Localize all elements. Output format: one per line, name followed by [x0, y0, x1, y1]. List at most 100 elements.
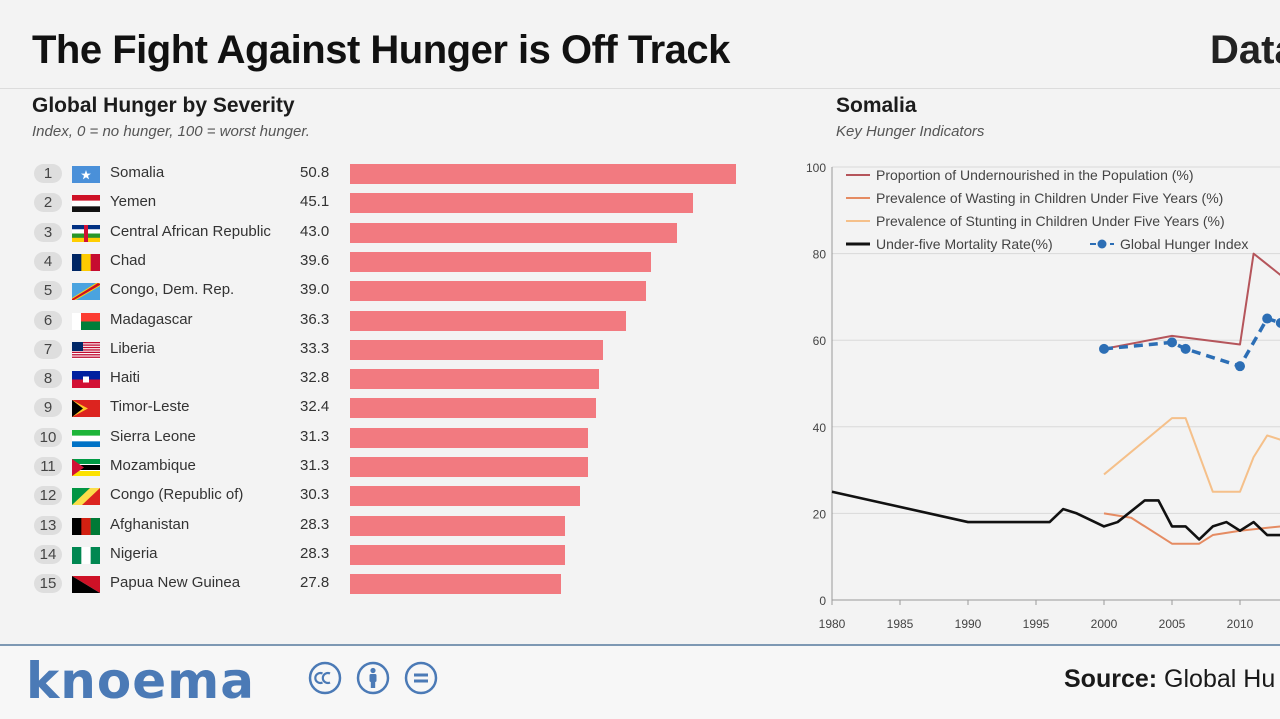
bar — [350, 251, 651, 272]
x-tick-label: 1990 — [955, 617, 982, 631]
country-label: Liberia — [110, 339, 156, 357]
value-label: 32.4 — [300, 398, 330, 416]
footer — [0, 646, 1280, 719]
bar-row: 10 Sierra Leone 31.3 — [32, 424, 752, 450]
country-flag-icon — [72, 400, 100, 418]
source-label: Source: — [1064, 665, 1158, 693]
bar — [350, 222, 677, 243]
country-flag-icon — [72, 224, 100, 242]
country-flag-icon — [72, 341, 100, 359]
country-flag-icon — [72, 488, 100, 506]
rank-badge: 5 — [34, 281, 62, 301]
rank-badge: 6 — [34, 310, 62, 330]
legend-label: Under-five Mortality Rate(%) — [876, 236, 1053, 252]
value-label: 50.8 — [300, 164, 330, 181]
country-label: Sierra Leone — [110, 427, 196, 445]
country-flag-icon — [72, 253, 101, 271]
rank-badge: 8 — [34, 369, 62, 389]
bar-row: 8 Haiti 32.8 — [32, 365, 752, 391]
source-credit: Source: Global Hu — [1064, 665, 1275, 694]
bar — [350, 281, 647, 302]
y-tick-label: 60 — [813, 334, 827, 348]
bar-row: 6 Madagascar 36.3 — [32, 307, 752, 333]
rank-badge: 1 — [34, 164, 62, 183]
rank-badge: 9 — [34, 398, 62, 418]
y-tick-label: 80 — [813, 248, 827, 262]
bar-row: 5 Congo, Dem. Rep. 39.0 — [32, 277, 752, 303]
creative-commons-icon[interactable] — [308, 661, 342, 695]
value-label: 36.3 — [300, 310, 330, 328]
country-label: Afghanistan — [110, 515, 190, 533]
left-chart-note: Index, 0 = no hunger, 100 = worst hunger… — [32, 123, 310, 140]
title-divider — [0, 88, 1280, 89]
series-line — [1103, 252, 1280, 350]
knoema-logo[interactable]: knoema — [26, 652, 255, 710]
country-flag-icon — [72, 546, 101, 564]
country-flag-icon — [72, 517, 101, 535]
country-label: Papua New Guinea — [110, 574, 241, 592]
attribution-icon[interactable] — [356, 661, 390, 695]
data-point — [1235, 361, 1245, 372]
right-chart-note: Key Hunger Indicators — [836, 123, 985, 140]
value-label: 28.3 — [300, 544, 330, 562]
legend-marker — [1097, 239, 1107, 249]
bar — [350, 574, 562, 595]
country-label: Central African Republic — [110, 222, 271, 240]
x-tick-label: 1980 — [819, 617, 846, 631]
value-label: 30.3 — [300, 486, 330, 504]
bar-row: 12 Congo (Republic of) 30.3 — [32, 482, 752, 508]
bar-row: 13 Afghanistan 28.3 — [32, 512, 752, 538]
country-flag-icon — [72, 459, 100, 476]
data-point — [1099, 343, 1109, 354]
page-title: The Fight Against Hunger is Off Track — [32, 28, 730, 72]
source-text: Global Hu — [1164, 665, 1276, 693]
x-tick-label: 2005 — [1159, 617, 1186, 631]
country-label: Timor-Leste — [110, 398, 190, 416]
footer-divider — [0, 644, 1280, 646]
value-label: 27.8 — [300, 574, 330, 592]
bar-row: 14 Nigeria 28.3 — [32, 541, 752, 567]
country-label: Haiti — [110, 369, 141, 387]
rank-badge: 4 — [34, 251, 62, 271]
country-flag-icon — [72, 195, 100, 213]
series-line — [831, 490, 1280, 541]
rank-badge: 3 — [34, 222, 62, 242]
bar — [350, 486, 581, 507]
rank-badge: 7 — [34, 339, 62, 359]
country-label: Congo, Dem. Rep. — [110, 281, 235, 299]
data-point — [1180, 343, 1191, 354]
data-point — [1262, 313, 1273, 324]
x-tick-label: 1995 — [1023, 617, 1050, 631]
y-tick-label: 20 — [813, 507, 827, 521]
bar — [350, 398, 597, 419]
rank-badge: 11 — [34, 457, 62, 476]
country-flag-icon — [72, 576, 100, 594]
bar — [350, 310, 626, 331]
bar-row: 15 Papua New Guinea 27.8 — [32, 570, 752, 596]
right-chart-title: Somalia — [836, 94, 917, 117]
data-point — [1275, 317, 1280, 328]
bar — [350, 544, 566, 565]
value-label: 28.3 — [300, 515, 330, 533]
legend-label: Proportion of Undernourished in the Popu… — [876, 167, 1194, 183]
country-label: Chad — [110, 251, 146, 269]
bar-row: 7 Liberia 33.3 — [32, 336, 752, 362]
x-tick-label: 2010 — [1227, 617, 1254, 631]
rank-badge: 12 — [34, 486, 62, 506]
value-label: 33.3 — [300, 339, 330, 357]
legend-label: Prevalence of Wasting in Children Under … — [876, 190, 1223, 206]
bar — [350, 339, 604, 360]
country-flag-icon — [72, 166, 100, 183]
data-point — [1167, 337, 1177, 348]
bar — [350, 193, 693, 214]
country-flag-icon — [72, 371, 100, 389]
bar-row: 4 Chad 39.6 — [32, 248, 752, 274]
country-label: Madagascar — [110, 310, 193, 328]
series-line — [1103, 512, 1280, 545]
value-label: 31.3 — [300, 457, 330, 474]
bar-row: 9 Timor-Leste 32.4 — [32, 394, 752, 420]
no-derivatives-icon[interactable] — [404, 661, 438, 695]
country-label: Somalia — [110, 164, 165, 181]
country-label: Nigeria — [110, 544, 158, 562]
legend-label: Global Hunger Index — [1120, 236, 1248, 252]
